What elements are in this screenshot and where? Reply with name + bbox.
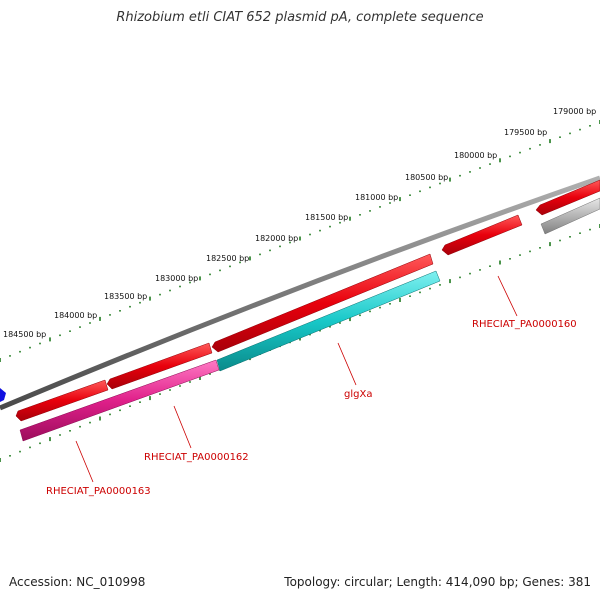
scale-label-182000: 182000 bp bbox=[255, 234, 298, 243]
gene-red-160[interactable] bbox=[441, 214, 523, 256]
gene-labels: RHECIAT_PA0000160 glgXa RHECIAT_PA000016… bbox=[46, 319, 577, 497]
scale-label-184000: 184000 bp bbox=[54, 311, 97, 320]
gene-red-162-upper[interactable] bbox=[106, 342, 213, 390]
accession-text: Accession: NC_010998 bbox=[9, 575, 146, 589]
leader-162 bbox=[173, 405, 192, 449]
scale-label-181500: 181500 bp bbox=[305, 213, 348, 222]
scale-label-183500: 183500 bp bbox=[104, 292, 147, 301]
leader-163 bbox=[75, 440, 94, 483]
scale-label-179000: 179000 bp bbox=[553, 107, 596, 116]
plasmid-backbone bbox=[0, 175, 600, 411]
gene-gray-topright[interactable] bbox=[540, 197, 600, 235]
gene-label-glgXa[interactable]: glgXa bbox=[344, 389, 372, 400]
scale-label-179500: 179500 bp bbox=[504, 128, 547, 137]
topology-summary: Topology: circular; Length: 414,090 bp; … bbox=[284, 575, 591, 589]
gene-red-163-upper[interactable] bbox=[15, 379, 109, 422]
gene-red-long[interactable] bbox=[211, 253, 434, 353]
outer-scale-ticks bbox=[0, 120, 600, 362]
map-title: Rhizobium etli CIAT 652 plasmid pA, comp… bbox=[116, 10, 484, 25]
scale-label-180000: 180000 bp bbox=[454, 151, 497, 160]
gene-cyan-glgXa[interactable] bbox=[216, 270, 441, 372]
leader-glgXa bbox=[337, 342, 357, 386]
scale-label-181000: 181000 bp bbox=[355, 193, 398, 202]
gene-label-163[interactable]: RHECIAT_PA0000163 bbox=[46, 486, 151, 497]
gene-blue-partial[interactable] bbox=[0, 388, 6, 402]
gene-lane-2 bbox=[19, 197, 600, 442]
inner-scale-ticks bbox=[0, 224, 600, 462]
scale-label-184500: 184500 bp bbox=[3, 330, 46, 339]
gene-magenta-163[interactable] bbox=[19, 359, 220, 442]
scale-labels: 179000 bp 179500 bp 180000 bp 180500 bp … bbox=[3, 107, 596, 339]
scale-label-183000: 183000 bp bbox=[155, 274, 198, 283]
label-leaders bbox=[75, 275, 518, 483]
gene-red-topright[interactable] bbox=[535, 179, 600, 216]
leader-160 bbox=[497, 275, 518, 317]
gene-lane-1 bbox=[0, 179, 600, 422]
scale-label-180500: 180500 bp bbox=[405, 173, 448, 182]
scale-label-182500: 182500 bp bbox=[206, 254, 249, 263]
gene-label-160[interactable]: RHECIAT_PA0000160 bbox=[472, 319, 577, 330]
gene-label-162[interactable]: RHECIAT_PA0000162 bbox=[144, 452, 249, 463]
